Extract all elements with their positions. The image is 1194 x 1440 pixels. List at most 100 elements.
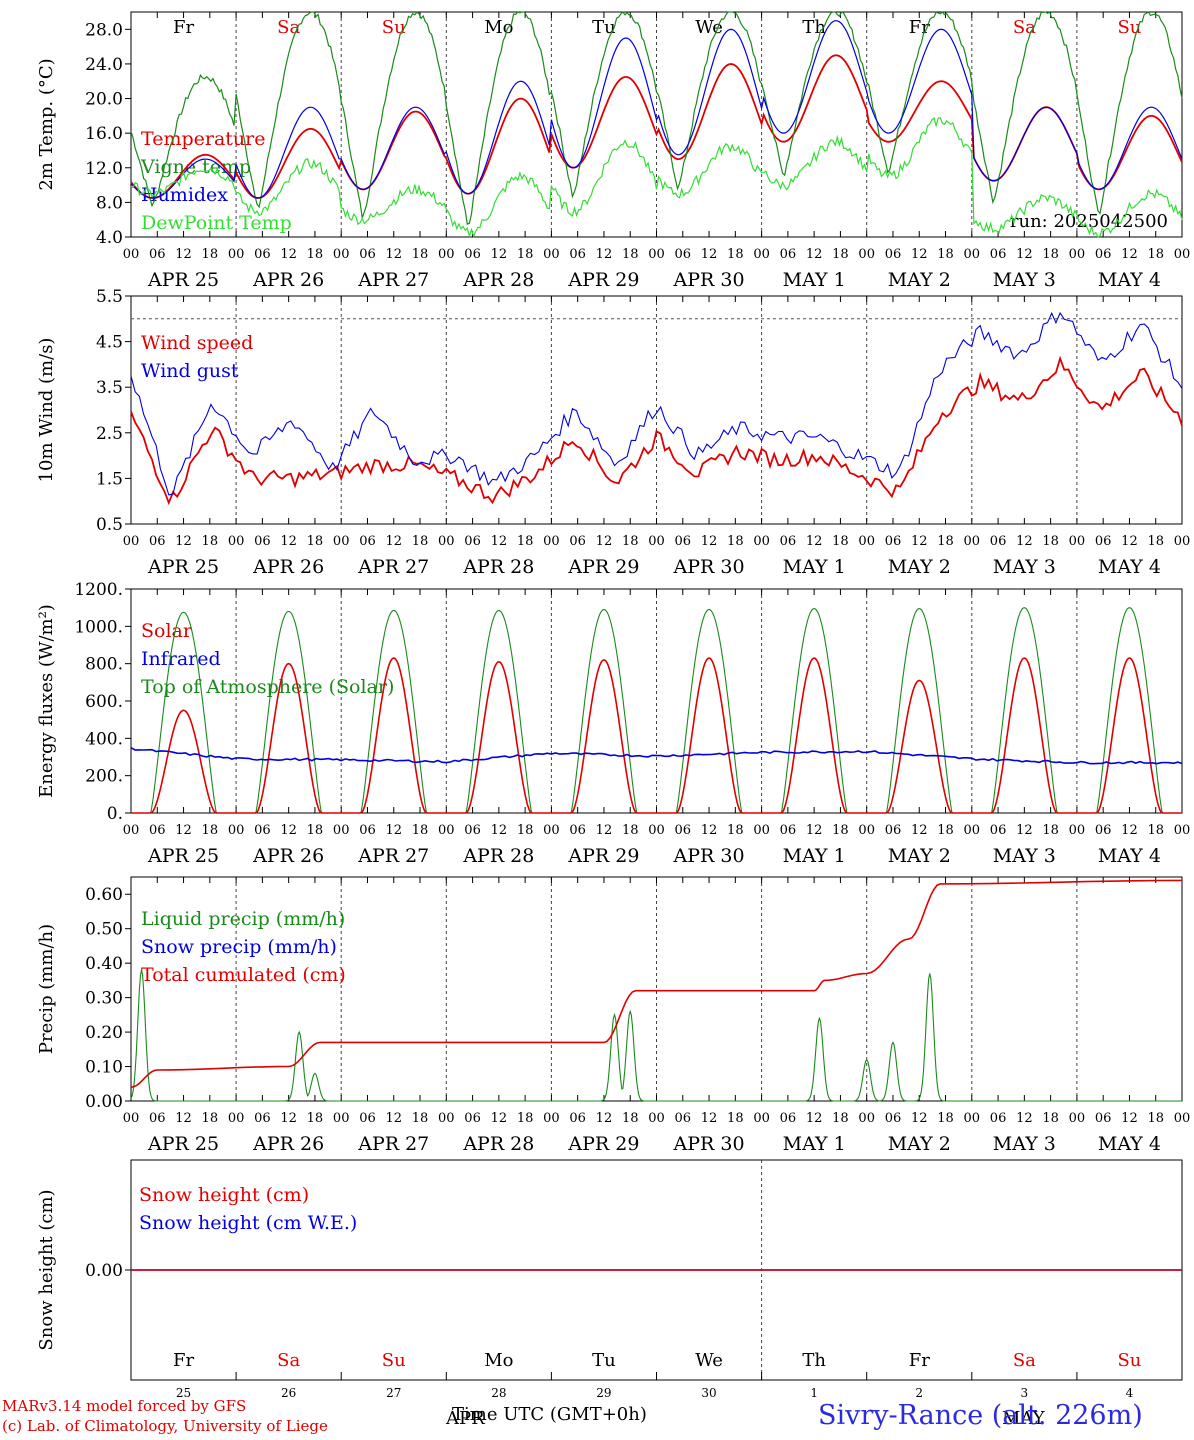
panel4-hour-label: 12 <box>701 1111 718 1126</box>
panel3-ytick-label: 1200. <box>74 580 123 600</box>
panel5-legend-1: Snow height (cm W.E.) <box>139 1212 357 1234</box>
panel4-hour-label: 12 <box>596 1111 613 1126</box>
panel1-legend-3: DewPoint Temp <box>141 212 292 234</box>
panel3-ytick-label: 600. <box>85 692 123 712</box>
panel4-hour-label: 00 <box>753 1111 770 1126</box>
panel4-hour-label: 12 <box>911 1111 928 1126</box>
panel4-date-label: MAY 1 <box>783 1133 846 1155</box>
panel2-hour-label: 12 <box>1016 534 1033 549</box>
panel2-hour-label: 12 <box>701 534 718 549</box>
panel3-date-label: MAY 1 <box>783 845 846 867</box>
panel1-hour-label: 18 <box>937 247 954 262</box>
panel4-hour-label: 12 <box>491 1111 508 1126</box>
panel3-hour-label: 18 <box>1147 823 1164 838</box>
panel4-date-label: APR 25 <box>147 1133 219 1155</box>
panel5-ylabel: Snow height (cm) <box>36 1189 57 1350</box>
day-label-bottom: Tu <box>592 1350 616 1371</box>
panel1-date-label: APR 28 <box>462 269 534 291</box>
panel2-ytick-label: 4.5 <box>96 333 123 353</box>
panel3-hour-label: 12 <box>280 823 297 838</box>
panel4-ytick-label: 0.40 <box>85 954 123 974</box>
panel3-hour-label: 06 <box>464 823 481 838</box>
panel1-hour-label: 00 <box>964 247 981 262</box>
panel3-hour-label: 18 <box>202 823 219 838</box>
panel4-hour-label: 12 <box>385 1111 402 1126</box>
panel1-hour-label: 00 <box>1069 247 1086 262</box>
panel3-ytick-label: 800. <box>85 655 123 675</box>
panel4-ytick-label: 0.10 <box>85 1058 123 1078</box>
panel4-date-label: MAY 2 <box>888 1133 951 1155</box>
panel4-hour-label: 18 <box>1042 1111 1059 1126</box>
panel1-ytick-label: 12.0 <box>85 159 123 179</box>
panel3-ytick-label: 200. <box>85 767 123 787</box>
panel3-hour-label: 18 <box>307 823 324 838</box>
series-line-vigne-temp <box>130 11 1183 226</box>
panel3-hour-label: 18 <box>517 823 534 838</box>
panel1-hour-label: 06 <box>885 247 902 262</box>
panel2-hour-label: 12 <box>806 534 823 549</box>
day-label-top: Su <box>1117 17 1141 38</box>
panel4-hour-label: 18 <box>937 1111 954 1126</box>
panel4-hour-label: 06 <box>1095 1111 1112 1126</box>
day-label-bottom: We <box>695 1350 723 1371</box>
panel3-hour-label: 18 <box>937 823 954 838</box>
panel2-hour-label: 18 <box>307 534 324 549</box>
panel3-hour-label: 00 <box>438 823 455 838</box>
day-label-bottom: Mo <box>484 1350 513 1371</box>
panel4-hour-label: 00 <box>1174 1111 1191 1126</box>
panel2-date-label: MAY 3 <box>993 556 1056 578</box>
panel1-date-label: MAY 3 <box>993 269 1056 291</box>
panel1-hour-label: 18 <box>202 247 219 262</box>
panel4-ytick-label: 0.60 <box>85 885 123 905</box>
day-number: 1 <box>810 1386 818 1400</box>
panel2-hour-label: 00 <box>123 534 140 549</box>
panel4-ytick-label: 0.00 <box>85 1092 123 1112</box>
panel2-date-label: APR 30 <box>673 556 745 578</box>
day-label-top: Sa <box>1013 17 1036 38</box>
panel2-hour-label: 18 <box>202 534 219 549</box>
panel3-date-label: APR 30 <box>673 845 745 867</box>
panel1-hour-label: 18 <box>412 247 429 262</box>
month-label: APR <box>445 1408 485 1429</box>
panel1-hour-label: 18 <box>727 247 744 262</box>
panel3-hour-label: 12 <box>701 823 718 838</box>
panel3-hour-label: 12 <box>911 823 928 838</box>
panel2-hour-label: 18 <box>622 534 639 549</box>
day-label-bottom: Sa <box>1013 1350 1036 1371</box>
panel4-hour-label: 12 <box>806 1111 823 1126</box>
panel4-hour-label: 00 <box>964 1111 981 1126</box>
panel3-date-label: APR 27 <box>357 845 429 867</box>
panel4-ylabel: Precip (mm/h) <box>36 924 57 1054</box>
panel2-hour-label: 06 <box>569 534 586 549</box>
panel3-date-label: APR 25 <box>147 845 219 867</box>
panel1-hour-label: 00 <box>123 247 140 262</box>
panel2-hour-label: 00 <box>438 534 455 549</box>
panel4-hour-label: 00 <box>1069 1111 1086 1126</box>
panel2-hour-label: 12 <box>385 534 402 549</box>
panel4-hour-label: 00 <box>858 1111 875 1126</box>
day-label-top: We <box>695 17 723 38</box>
panel2-ytick-label: 3.5 <box>96 378 123 398</box>
panel1-hour-label: 12 <box>806 247 823 262</box>
panel1-hour-label: 12 <box>385 247 402 262</box>
panel4-ytick-label: 0.20 <box>85 1023 123 1043</box>
panel3-ytick-label: 1000. <box>74 617 123 637</box>
panel2-hour-label: 00 <box>858 534 875 549</box>
panel1-date-label: MAY 2 <box>888 269 951 291</box>
panel1-hour-label: 12 <box>701 247 718 262</box>
panel1-ytick-label: 4.0 <box>96 228 123 248</box>
panel3-hour-label: 00 <box>333 823 350 838</box>
panel4-hour-label: 18 <box>202 1111 219 1126</box>
panel1-hour-label: 12 <box>175 247 192 262</box>
panel4-hour-label: 18 <box>517 1111 534 1126</box>
panel1-hour-label: 06 <box>254 247 271 262</box>
panel2-date-label: APR 29 <box>567 556 639 578</box>
panel4-hour-label: 12 <box>1016 1111 1033 1126</box>
panel1-hour-label: 12 <box>596 247 613 262</box>
panel2-hour-label: 18 <box>937 534 954 549</box>
panel1-legend-2: Humidex <box>141 184 228 206</box>
panel4-hour-label: 06 <box>990 1111 1007 1126</box>
panel1-hour-label: 06 <box>569 247 586 262</box>
panel2-hour-label: 12 <box>280 534 297 549</box>
series-line-wind-speed <box>130 355 1183 506</box>
